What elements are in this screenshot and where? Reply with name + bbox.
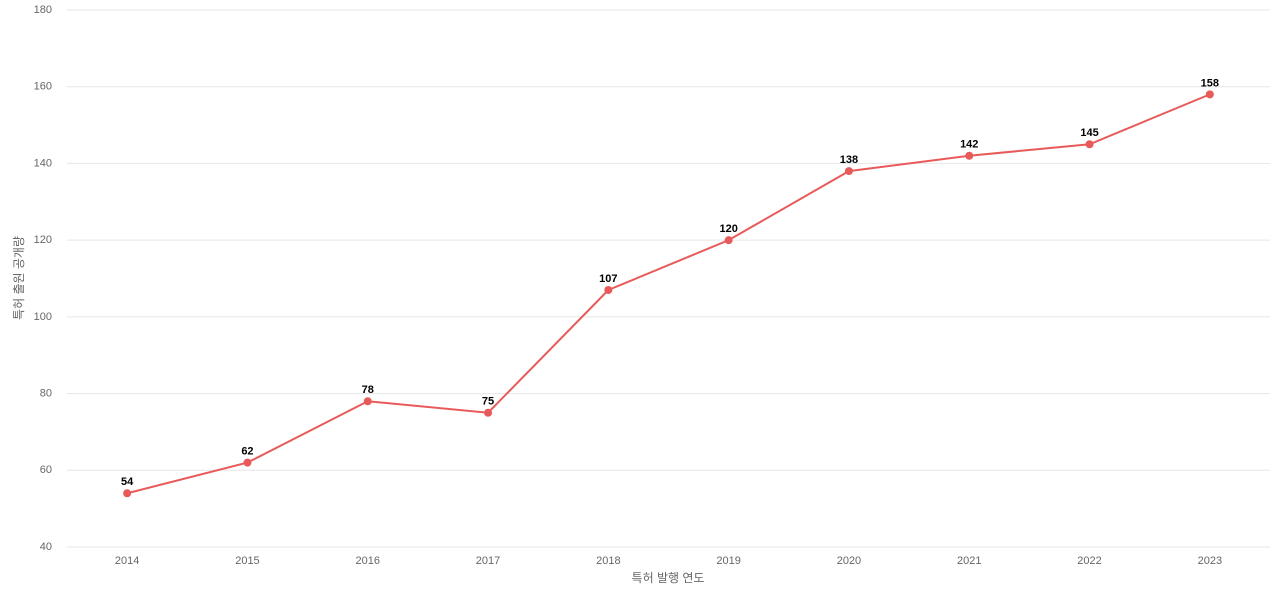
y-tick-label: 140 bbox=[34, 157, 52, 169]
point bbox=[363, 397, 372, 406]
x-tick-label: 2021 bbox=[957, 555, 981, 567]
value-label: 107 bbox=[599, 273, 617, 285]
x-axis-title: 특허 발행 연도 bbox=[632, 570, 705, 585]
y-tick-label: 80 bbox=[40, 387, 52, 399]
point bbox=[965, 151, 974, 160]
value-label: 138 bbox=[840, 154, 858, 166]
point bbox=[1205, 90, 1214, 99]
point bbox=[844, 167, 853, 176]
x-tick-label: 2020 bbox=[837, 555, 861, 567]
value-label: 120 bbox=[719, 223, 737, 235]
y-tick-label: 120 bbox=[34, 234, 52, 246]
x-tick-label: 2023 bbox=[1198, 555, 1222, 567]
value-label: 158 bbox=[1201, 77, 1219, 89]
y-axis-title: 특허 출원 공개량 bbox=[12, 236, 26, 320]
point bbox=[484, 408, 493, 417]
x-tick-label: 2014 bbox=[115, 555, 139, 567]
y-tick-label: 40 bbox=[40, 541, 52, 553]
value-label: 145 bbox=[1080, 127, 1098, 139]
y-tick-label: 100 bbox=[34, 311, 52, 323]
x-tick-label: 2016 bbox=[356, 555, 380, 567]
value-label: 75 bbox=[482, 396, 494, 408]
value-label: 142 bbox=[960, 139, 978, 151]
value-label: 54 bbox=[121, 476, 134, 488]
point bbox=[724, 236, 733, 245]
x-tick-label: 2022 bbox=[1077, 555, 1101, 567]
x-tick-label: 2019 bbox=[716, 555, 740, 567]
y-tick-label: 60 bbox=[40, 464, 52, 476]
y-tick-label: 160 bbox=[34, 81, 52, 93]
line bbox=[126, 93, 1211, 495]
point bbox=[604, 286, 613, 295]
x-tick-label: 2018 bbox=[596, 555, 620, 567]
x-tick-label: 2017 bbox=[476, 555, 500, 567]
point bbox=[123, 489, 132, 498]
y-tick-label: 180 bbox=[34, 4, 52, 16]
value-label: 62 bbox=[241, 446, 253, 458]
point bbox=[1085, 140, 1094, 149]
x-tick-label: 2015 bbox=[235, 555, 259, 567]
value-label: 78 bbox=[362, 384, 374, 396]
point bbox=[243, 458, 252, 467]
